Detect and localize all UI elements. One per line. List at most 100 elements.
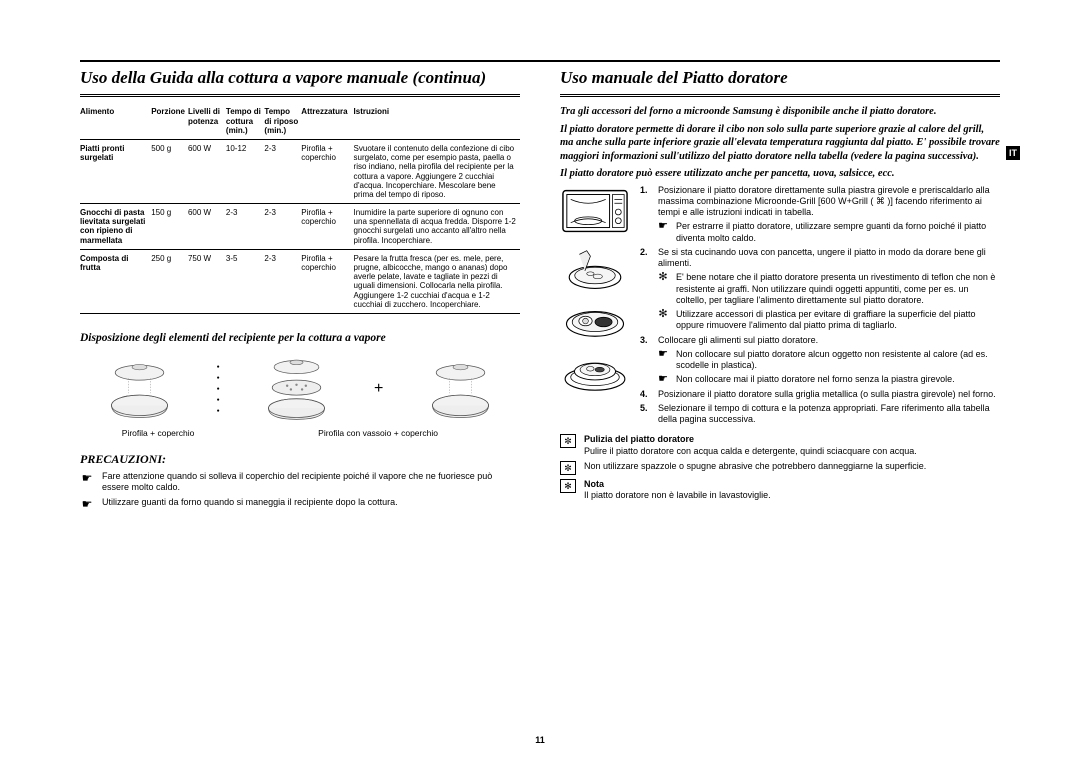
- step-text: Selezionare il tempo di cottura e la pot…: [658, 403, 1000, 426]
- boxed-icon: ✻: [560, 479, 576, 493]
- step-sub-text: Non collocare mai il piatto doratore nel…: [676, 374, 1000, 385]
- disposition-title: Disposizione degli elementi del recipien…: [80, 332, 520, 344]
- bottom-note: ✻ NotaIl piatto doratore non è lavabile i…: [560, 479, 1000, 502]
- note-icon: ✻: [656, 309, 670, 332]
- table-header: Istruzioni: [354, 105, 520, 139]
- step-number: 2.: [640, 247, 654, 270]
- table-header: Livelli di potenza: [188, 105, 226, 139]
- step-text: Posizionare il piatto doratore direttame…: [658, 185, 1000, 219]
- steamer-diagram-2: [249, 354, 344, 424]
- step-text: Se si sta cucinando uova con pancetta, u…: [658, 247, 1000, 270]
- precaution-item: ☛Utilizzare guanti da forno quando si ma…: [80, 497, 520, 512]
- step-number: 3.: [640, 335, 654, 346]
- page-number: 11: [535, 735, 545, 745]
- intro-block: Tra gli accessori del forno a microonde …: [560, 105, 1000, 180]
- steamer-diagram-3: [413, 354, 508, 424]
- note-body: Non utilizzare spazzole o spugne abrasiv…: [584, 461, 1000, 472]
- step-sub-item: ☛ Non collocare sul piatto doratore alcun…: [656, 349, 1000, 372]
- table-header: Tempo di riposo (min.): [264, 105, 301, 139]
- table-cell: Svuotare il contenuto della confezione d…: [354, 139, 520, 203]
- table-cell: 500 g: [151, 139, 188, 203]
- intro-paragraph: Tra gli accessori del forno a microonde …: [560, 105, 1000, 118]
- table-header: Attrezzatura: [301, 105, 353, 139]
- table-cell: 600 W: [188, 204, 226, 250]
- step-sub-text: Per estrarre il piatto doratore, utilizz…: [676, 221, 1000, 244]
- steps-list: 1.Posizionare il piatto doratore diretta…: [640, 185, 1000, 429]
- step-sub-item: ☛ Non collocare mai il piatto doratore ne…: [656, 374, 1000, 385]
- food-plate-icon: [561, 303, 629, 341]
- step-text: Collocare gli alimenti sul piatto dorato…: [658, 335, 1000, 346]
- table-cell: Composta di frutta: [80, 249, 151, 313]
- table-cell: Inumidire la parte superiore di ognuno c…: [354, 204, 520, 250]
- table-row: Gnocchi di pasta lievitata surgelati con…: [80, 204, 520, 250]
- microwave-icon: [561, 187, 629, 237]
- step-sub-item: ✻E' bene notare che il piatto doratore p…: [656, 272, 1000, 306]
- left-title: Uso della Guida alla cottura a vapore ma…: [80, 68, 520, 88]
- right-rule: [560, 94, 1000, 97]
- note-heading: Pulizia del piatto doratore: [584, 434, 1000, 445]
- page-columns: Uso della Guida alla cottura a vapore ma…: [80, 68, 1000, 708]
- table-cell: Pirofila + coperchio: [301, 249, 353, 313]
- note-icon: ☛: [656, 374, 670, 385]
- table-cell: 3-5: [226, 249, 265, 313]
- step-item: 4. Posizionare il piatto doratore sulla g…: [640, 389, 1000, 400]
- cooking-table: AlimentoPorzioneLivelli di potenza Tempo …: [80, 105, 520, 314]
- note-body: Il piatto doratore non è lavabile in lav…: [584, 490, 1000, 501]
- table-row: Piatti pronti surgelati500 g600 W10-122-…: [80, 139, 520, 203]
- table-cell: 250 g: [151, 249, 188, 313]
- intro-paragraph: Il piatto doratore può essere utilizzato…: [560, 167, 1000, 180]
- table-cell: 10-12: [226, 139, 265, 203]
- diagram-label-2: Pirofila con vassoio + coperchio: [236, 428, 520, 438]
- step-number: 4.: [640, 389, 654, 400]
- table-cell: Gnocchi di pasta lievitata surgelati con…: [80, 204, 151, 250]
- left-rule: [80, 94, 520, 97]
- step-number: 5.: [640, 403, 654, 426]
- step-item: 1.Posizionare il piatto doratore diretta…: [640, 185, 1000, 219]
- note-icon: ☛: [656, 221, 670, 244]
- note-icon: ✻: [656, 272, 670, 306]
- bottom-note: ✼ Non utilizzare spazzole o spugne abrasi…: [560, 461, 1000, 475]
- precaution-text: Fare attenzione quando si solleva il cop…: [102, 471, 520, 494]
- step-item: 2.Se si sta cucinando uova con pancetta,…: [640, 247, 1000, 270]
- table-cell: 2-3: [264, 139, 301, 203]
- precaution-item: ☛ Fare attenzione quando si solleva il co…: [80, 471, 520, 494]
- note-body: Pulire il piatto doratore con acqua cald…: [584, 446, 1000, 457]
- diagram-row: ●●●●● +: [80, 354, 520, 424]
- table-cell: 150 g: [151, 204, 188, 250]
- step-text: Posizionare il piatto doratore sulla gri…: [658, 389, 1000, 400]
- steamer-diagram-1: [92, 354, 187, 424]
- note-text: Pulizia del piatto doratorePulire il pia…: [584, 434, 1000, 457]
- bottom-note: ✼ Pulizia del piatto doratorePulire il pi…: [560, 434, 1000, 457]
- table-cell: 2-3: [264, 249, 301, 313]
- language-tab: IT: [1006, 146, 1020, 160]
- table-cell: Pirofila + coperchio: [301, 139, 353, 203]
- diagram-divider: ●●●●●: [217, 361, 220, 416]
- intro-paragraph: Il piatto doratore permette di dorare il…: [560, 123, 1000, 163]
- step-sub-item: ✻Utilizzare accessori di plastica per ev…: [656, 309, 1000, 332]
- table-cell: Piatti pronti surgelati: [80, 139, 151, 203]
- diagram-label-1: Pirofila + coperchio: [80, 428, 236, 438]
- table-cell: 600 W: [188, 139, 226, 203]
- note-icon: ☛: [656, 349, 670, 372]
- step-item: 3. Collocare gli alimenti sul piatto dora…: [640, 335, 1000, 346]
- table-header: Alimento: [80, 105, 151, 139]
- precautions-list: ☛ Fare attenzione quando si solleva il co…: [80, 471, 520, 513]
- pointer-icon: ☛: [80, 471, 94, 494]
- note-heading: Nota: [584, 479, 1000, 490]
- note-text: Non utilizzare spazzole o spugne abrasiv…: [584, 461, 1000, 475]
- plus-sign: +: [374, 380, 383, 398]
- boxed-icon: ✼: [560, 461, 576, 475]
- table-header: Porzione: [151, 105, 188, 139]
- step-number: 1.: [640, 185, 654, 219]
- table-row: Composta di frutta250 g750 W3-52-3Pirofi…: [80, 249, 520, 313]
- boxed-icon: ✼: [560, 434, 576, 448]
- table-cell: Pesare la frutta fresca (per es. mele, p…: [354, 249, 520, 313]
- table-cell: 2-3: [264, 204, 301, 250]
- top-rule: [80, 60, 1000, 62]
- step-sub-text: E' bene notare che il piatto doratore pr…: [676, 272, 1000, 306]
- plate-on-turntable-icon: [561, 351, 629, 393]
- table-cell: Pirofila + coperchio: [301, 204, 353, 250]
- step-sub-text: Non collocare sul piatto doratore alcun …: [676, 349, 1000, 372]
- table-cell: 750 W: [188, 249, 226, 313]
- oil-plate-icon: [561, 247, 629, 293]
